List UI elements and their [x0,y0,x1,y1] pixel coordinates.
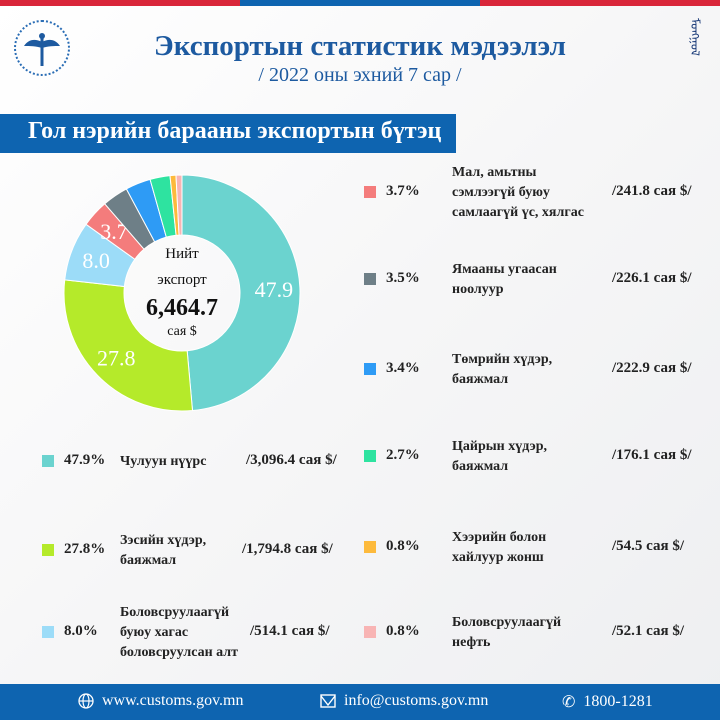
legend-value: /1,794.8 сая $/ [242,541,333,557]
slice-label: 27.8 [97,345,136,370]
legend-value: /222.9 сая $/ [612,360,692,376]
mail-icon [320,694,336,708]
legend-value: /3,096.4 сая $/ [246,452,337,468]
legend-name: Чулуун нүүрс [120,454,207,469]
legend-name: Ямааны угаасан ноолуур [452,262,557,297]
legend-swatch [364,626,376,638]
legend-swatch [364,541,376,553]
center-total: 6,464.7 [146,295,218,321]
legend-name: Боловсруулаагүй нефть [452,615,562,650]
phone-text: 1800-1281 [583,693,653,710]
legend-name: Хээрийн болон хайлуур жонш [452,530,547,565]
legend-name: Мал, амьтны сэмлээгүй буюу самлаагүй үс, х… [452,165,584,220]
legend-swatch [364,273,376,285]
footer: www.customs.gov.mn info@customs.gov.mn ✆… [0,684,720,720]
email-text: info@customs.gov.mn [344,692,489,709]
legend-name: Цайрын хүдэр, баяжмал [452,439,548,474]
section-banner: Гол нэрийн барааны экспортын бүтэц [0,114,456,153]
legend-value: /226.1 сая $/ [612,270,692,286]
legend-name: Төмрийн хүдэр, баяжмал [452,352,553,387]
page-subtitle: / 2022 оны эхний 7 сар / [258,64,462,86]
slice-label: 47.9 [255,277,294,302]
legend-swatch [364,186,376,198]
legend-value: /52.1 сая $/ [612,623,685,639]
footer-email[interactable]: info@customs.gov.mn [320,692,488,710]
legend-value: /54.5 сая $/ [612,538,685,554]
legend-swatch [364,363,376,375]
legend-name: Боловсруулаагүй буюу хагас боловсруулсан а… [120,605,238,660]
footer-website[interactable]: www.customs.gov.mn [78,692,243,710]
center-line1: Нийт [165,246,199,262]
legend-swatch [42,544,54,556]
legend-pct: 0.8% [386,538,420,554]
phone-icon: ✆ [562,694,576,711]
slice-label: 8.0 [82,248,110,273]
legend-swatch [42,455,54,467]
donut-slice [63,279,194,412]
legend-pct: 8.0% [64,623,98,639]
legend-value: /241.8 сая $/ [612,183,692,199]
legend-pct: 3.4% [386,360,420,376]
legend-pct: 3.5% [386,270,420,286]
top-color-bar [0,0,720,6]
mongolian-script-logo: ᠮᠣᠩᠭᠣᠯ [688,18,702,56]
donut-slice [181,174,301,412]
website-text: www.customs.gov.mn [102,692,244,709]
legend-pct: 27.8% [64,541,106,557]
customs-logo [14,20,70,76]
legend-swatch [42,626,54,638]
legend-pct: 0.8% [386,623,420,639]
legend-value: /514.1 сая $/ [250,623,330,639]
page-title: Экспортын статистик мэдээлэл [154,30,566,62]
globe-icon [78,693,94,709]
legend-pct: 3.7% [386,183,420,199]
donut-slice [175,174,183,236]
center-line2: экспорт [157,272,207,288]
legend-pct: 2.7% [386,447,420,463]
center-unit: сая $ [167,324,197,339]
legend-pct: 47.9% [64,452,106,468]
donut-chart: 47.927.88.03.7 [63,174,301,412]
footer-phone[interactable]: ✆ 1800-1281 [562,692,653,712]
legend-value: /176.1 сая $/ [612,447,692,463]
legend-name: Зэсийн хүдэр, баяжмал [120,533,207,568]
legend-swatch [364,450,376,462]
